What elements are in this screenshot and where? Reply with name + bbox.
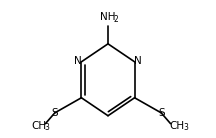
Text: S: S	[158, 108, 165, 118]
Text: 3: 3	[44, 124, 49, 132]
Text: S: S	[51, 108, 58, 118]
Text: NH: NH	[100, 12, 115, 22]
Text: N: N	[74, 56, 82, 66]
Text: 3: 3	[183, 124, 188, 132]
Text: N: N	[134, 56, 142, 66]
Text: CH: CH	[170, 121, 185, 131]
Text: CH: CH	[31, 121, 46, 131]
Text: 2: 2	[114, 15, 118, 24]
